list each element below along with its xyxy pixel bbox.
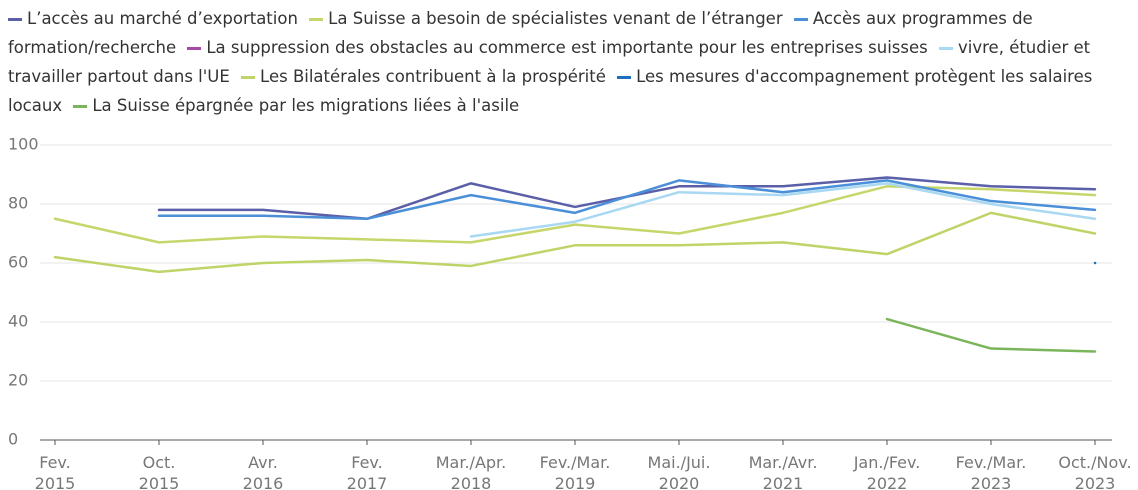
y-tick-label: 20: [8, 371, 28, 390]
legend-item: Les Bilatérales contribuent à la prospér…: [241, 67, 606, 86]
legend-swatch: [241, 76, 256, 79]
x-tick-label: Jan./Fev. 2022: [853, 453, 921, 490]
x-tick-label: Mai./Jui. 2020: [648, 453, 711, 490]
y-tick-label: 40: [8, 312, 28, 331]
legend-label: L’accès au marché d’exportation: [27, 9, 298, 28]
legend-label: La suppression des obstacles au commerce…: [206, 38, 928, 57]
y-tick-label: 100: [8, 135, 39, 154]
legend-label: La Suisse épargnée par les migrations li…: [92, 96, 520, 115]
x-tick-label: Avr. 2016: [243, 453, 284, 490]
y-tick-label: 80: [8, 194, 28, 213]
legend-item: L’accès au marché d’exportation: [8, 9, 298, 28]
legend-swatch: [73, 105, 88, 108]
legend-item: Accès aux programmes de formation/recher…: [8, 9, 1033, 57]
legend-swatch: [187, 47, 202, 50]
legend-label: Les Bilatérales contribuent à la prospér…: [260, 67, 606, 86]
x-tick-label: Fev./Mar. 2023: [956, 453, 1027, 490]
x-tick-label: Fev. 2015: [35, 453, 76, 490]
x-tick-label: Oct./Nov. 2023: [1058, 453, 1131, 490]
series-line: [53, 211, 1097, 274]
legend-label: Les mesures d'accompagnement protègent l…: [8, 67, 1093, 115]
x-tick-label: Oct. 2015: [139, 453, 180, 490]
y-tick-label: 60: [8, 253, 28, 272]
legend: L’accès au marché d’exportation La Suiss…: [8, 4, 1118, 120]
legend-swatch: [617, 76, 632, 79]
y-tick-label: 0: [8, 430, 18, 449]
legend-label: La Suisse a besoin de spécialistes venan…: [328, 9, 783, 28]
legend-swatch: [939, 47, 954, 50]
x-tick-label: Fev./Mar. 2019: [540, 453, 611, 490]
x-tick-label: Fev. 2017: [347, 453, 388, 490]
x-tick-label: Mar./Apr. 2018: [436, 453, 507, 490]
legend-label: Accès aux programmes de formation/recher…: [8, 9, 1033, 57]
series-line: [157, 176, 1097, 220]
series-line: [157, 179, 1097, 220]
legend-item: La suppression des obstacles au commerce…: [187, 38, 928, 57]
series-line: [469, 182, 1097, 238]
legend-item: La Suisse épargnée par les migrations li…: [73, 96, 519, 115]
legend-item: Les mesures d'accompagnement protègent l…: [8, 67, 1092, 115]
series-line: [885, 317, 1097, 353]
legend-swatch: [309, 18, 324, 21]
legend-label: vivre, étudier et travailler partout dan…: [8, 38, 1091, 86]
legend-item: vivre, étudier et travailler partout dan…: [8, 38, 1090, 86]
x-tick-label: Mar./Avr. 2021: [749, 453, 818, 490]
legend-swatch: [793, 18, 808, 21]
legend-item: La Suisse a besoin de spécialistes venan…: [309, 9, 783, 28]
legend-swatch: [8, 18, 22, 21]
